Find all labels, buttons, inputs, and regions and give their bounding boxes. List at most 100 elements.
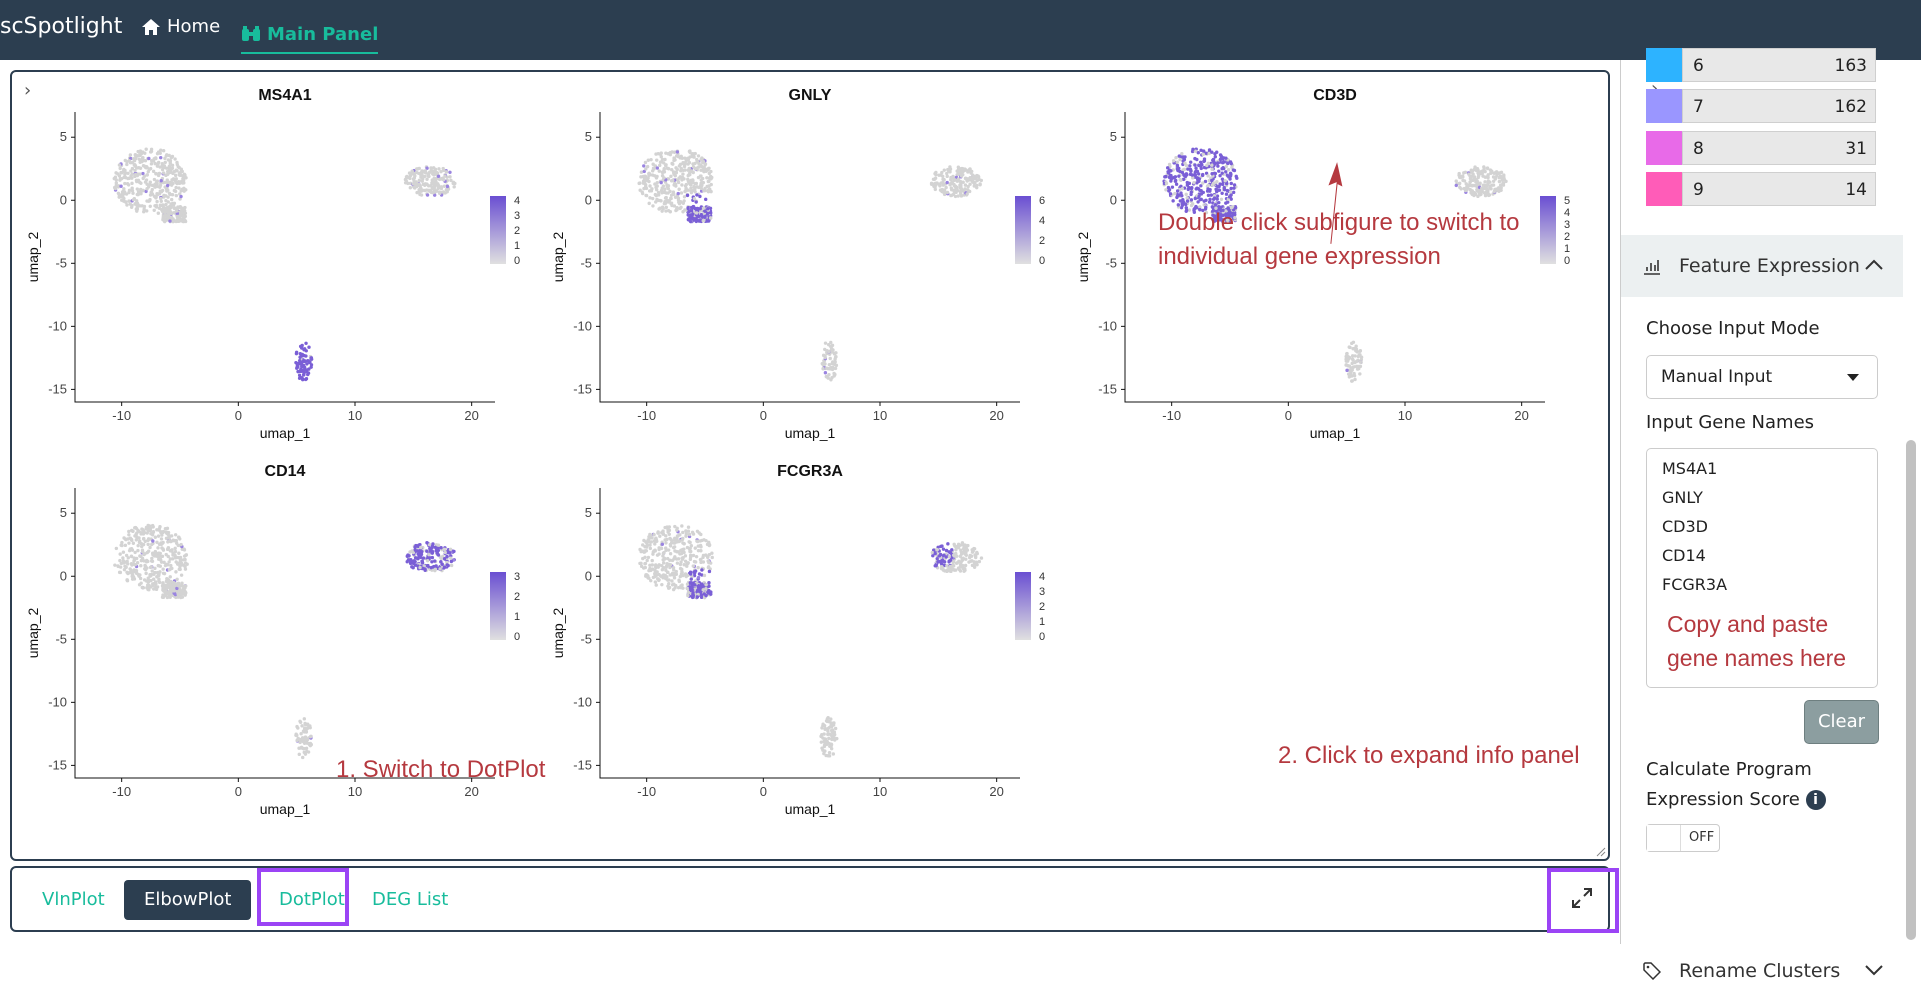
umap-plot-cd3d[interactable]: CD3D -10 0 10 20 5 0 -5 -10 -15 umap_1 umap_2 5 4 3 2 1 0 (1070, 86, 1610, 466)
program-score-toggle[interactable]: OFF (1646, 824, 1720, 852)
umap-point (425, 193, 430, 197)
umap-point (689, 587, 693, 592)
umap-point (125, 203, 129, 207)
input-mode-label: Choose Input Mode (1646, 318, 1820, 339)
umap-point (822, 751, 826, 756)
umap-point (118, 552, 122, 556)
umap-point (179, 205, 183, 210)
umap-point (1183, 161, 1187, 165)
umap-point (676, 180, 681, 185)
umap-point (167, 560, 171, 564)
umap-point (959, 185, 963, 189)
annotation-double-click: Double click subfigure to switch to indi… (1158, 209, 1520, 270)
umap-point (1215, 150, 1219, 154)
input-mode-select[interactable]: Manual Input (1646, 355, 1878, 399)
umap-point (1464, 182, 1468, 186)
umap-point (123, 181, 127, 186)
umap-point (687, 532, 692, 537)
umap-point (151, 577, 156, 581)
umap-point (138, 149, 143, 153)
umap-point (297, 752, 301, 757)
umap-point (1219, 197, 1224, 201)
umap-point (696, 175, 701, 180)
umap-point (689, 205, 694, 210)
x-tick-label: 20 (989, 408, 1003, 423)
umap-point (688, 557, 693, 562)
umap-point (1458, 181, 1462, 186)
umap-point (658, 163, 662, 168)
umap-point (664, 205, 669, 210)
nav-main-panel[interactable]: Main Panel (241, 16, 379, 54)
umap-point (664, 209, 668, 213)
umap-point (1175, 189, 1180, 193)
umap-point (159, 537, 164, 541)
umap-point (1350, 341, 1354, 346)
umap-point (167, 168, 172, 172)
feature-plot-panel[interactable]: › (10, 70, 1610, 861)
umap-point (827, 741, 831, 746)
umap-point (147, 537, 151, 542)
umap-plot-fcgr3a[interactable]: FCGR3A -10 0 10 20 5 0 -5 -10 -15 umap_1 umap_2 4 3 2 1… (545, 462, 1065, 842)
umap-point (1213, 217, 1217, 222)
umap-point (137, 157, 141, 161)
gene-names-textarea[interactable]: MS4A1 GNLY CD3D CD14 FCGR3A Copy and pas… (1646, 448, 1878, 688)
umap-point (449, 556, 453, 560)
umap-point (164, 207, 168, 212)
umap-point (833, 738, 837, 742)
umap-point (153, 549, 158, 554)
resize-grip-icon[interactable] (1596, 847, 1606, 857)
umap-plot-ms4a1[interactable]: MS4A1 -10 0 10 20 5 0 -5 -10 -15 umap_1 umap_2 4 3 2 1 0 (20, 86, 540, 466)
y-tick-label: -15 (1098, 381, 1117, 396)
umap-point (411, 177, 416, 181)
x-tick-label: 10 (873, 408, 887, 423)
chevron-right-icon[interactable]: › (1651, 78, 1658, 99)
umap-point (1207, 178, 1212, 183)
umap-plot-cd14[interactable]: CD14 -10 0 10 20 5 0 -5 -10 -15 umap_1 umap_2 3 2 1 0 (20, 462, 540, 842)
nav-home[interactable]: Home (141, 16, 220, 37)
umap-point (183, 567, 188, 571)
umap-point (132, 163, 137, 167)
umap-point (663, 525, 667, 530)
umap-point (425, 541, 429, 545)
umap-point (179, 194, 183, 199)
umap-point (672, 576, 677, 580)
umap-point (1490, 169, 1494, 173)
sidebar-scrollbar[interactable] (1906, 440, 1916, 940)
tab-vlnplot[interactable]: VlnPlot (42, 889, 105, 910)
umap-point (169, 197, 174, 202)
umap-point (1230, 205, 1234, 210)
umap-point (308, 360, 312, 365)
tab-deg-list[interactable]: DEG List (372, 889, 449, 910)
umap-point (133, 168, 137, 173)
umap-point (182, 591, 187, 595)
tab-dotplot[interactable]: DotPlot (279, 889, 345, 910)
umap-point (183, 557, 187, 562)
umap-point (682, 164, 687, 169)
umap-point (645, 543, 650, 548)
umap-point (1475, 183, 1479, 187)
chevron-right-icon[interactable]: › (24, 80, 32, 101)
umap-point (673, 524, 677, 529)
accordion-rename-clusters[interactable]: Rename Clusters (1621, 940, 1903, 1002)
umap-point (136, 572, 140, 577)
umap-point (941, 183, 946, 187)
arrow-up-icon (1328, 162, 1343, 244)
umap-point (1459, 174, 1464, 179)
expand-icon[interactable] (1570, 886, 1594, 910)
info-icon[interactable]: i (1805, 790, 1826, 810)
umap-point (179, 218, 183, 223)
umap-point (162, 585, 166, 589)
umap-point (139, 532, 143, 536)
umap-point (113, 175, 118, 179)
tab-elbowplot[interactable]: ElbowPlot (124, 880, 252, 920)
umap-plot-gnly[interactable]: GNLY -10 0 10 20 5 0 -5 -10 -15 umap_1 umap_2 6 4 2 0 (545, 86, 1065, 466)
umap-point (670, 539, 674, 543)
umap-point (689, 213, 693, 217)
umap-point (679, 205, 683, 209)
umap-point (118, 166, 122, 171)
clear-button[interactable]: Clear (1804, 700, 1879, 744)
umap-point (1180, 187, 1185, 191)
accordion-feature-expression[interactable]: Feature Expression (1621, 235, 1903, 297)
annotation-switch-dotplot: 1. Switch to DotPlot (336, 756, 546, 783)
app-brand[interactable]: scSpotlight (0, 14, 123, 39)
